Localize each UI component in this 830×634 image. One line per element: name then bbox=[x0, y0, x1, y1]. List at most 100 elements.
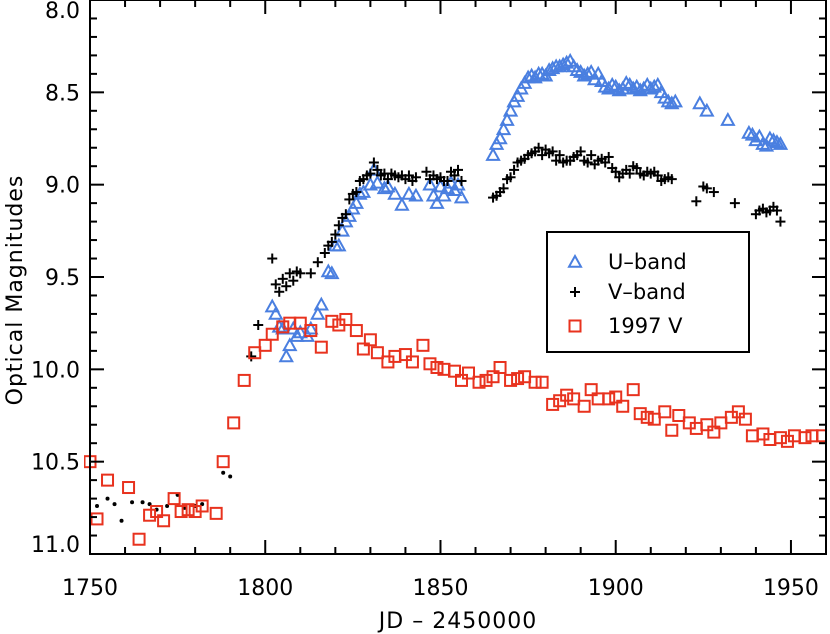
data-point-dot bbox=[95, 503, 100, 508]
data-point-plus bbox=[603, 151, 614, 162]
data-point-plus bbox=[456, 175, 467, 186]
data-point-plus bbox=[382, 174, 393, 185]
data-point-square bbox=[265, 327, 279, 341]
data-point-square bbox=[248, 346, 262, 360]
data-point-plus bbox=[582, 157, 593, 168]
data-point-triangle bbox=[579, 65, 596, 80]
y-tick-label: 9.5 bbox=[45, 266, 80, 291]
data-point-triangle bbox=[292, 324, 308, 339]
data-point-triangle bbox=[348, 195, 365, 209]
data-point-square bbox=[658, 405, 672, 419]
data-point-square bbox=[227, 416, 241, 430]
data-point-square bbox=[616, 399, 630, 413]
legend-marker-u-band bbox=[567, 253, 583, 268]
data-point-plus bbox=[554, 150, 565, 161]
data-point-plus bbox=[775, 216, 786, 227]
data-point-square bbox=[486, 370, 500, 384]
x-tick-label: 1750 bbox=[62, 576, 118, 601]
y-tick-label: 11.0 bbox=[31, 533, 80, 558]
data-point-plus bbox=[691, 196, 702, 207]
data-point-plus bbox=[253, 320, 264, 331]
data-point-square bbox=[577, 399, 591, 413]
data-point-triangle bbox=[320, 263, 337, 278]
data-point-triangle bbox=[268, 305, 284, 320]
data-point-square bbox=[626, 383, 640, 397]
data-point-triangle bbox=[425, 187, 442, 202]
data-point-triangle bbox=[313, 296, 330, 311]
data-point-plus bbox=[270, 279, 281, 290]
data-point-plus bbox=[537, 150, 548, 161]
x-tick-label: 1950 bbox=[763, 576, 819, 601]
data-point-dot bbox=[112, 502, 117, 507]
data-point-plus bbox=[274, 286, 285, 297]
data-point-plus bbox=[729, 198, 740, 209]
data-point-triangle bbox=[769, 134, 785, 148]
data-point-square bbox=[815, 429, 826, 443]
data-point-square bbox=[370, 346, 384, 360]
data-point-square bbox=[167, 492, 181, 506]
data-point-square bbox=[640, 410, 654, 424]
data-point-triangle bbox=[692, 95, 708, 110]
data-point-plus bbox=[600, 157, 611, 168]
data-point-square bbox=[416, 338, 430, 352]
data-point-dot bbox=[228, 474, 233, 479]
data-point-plus bbox=[586, 150, 597, 161]
plot-area bbox=[84, 52, 826, 546]
data-point-triangle bbox=[408, 187, 424, 202]
data-point-square bbox=[462, 366, 476, 380]
data-point-plus bbox=[319, 247, 330, 258]
data-point-square bbox=[647, 412, 661, 426]
data-point-triangle bbox=[604, 76, 620, 91]
data-point-triangle bbox=[611, 82, 627, 97]
data-point-square bbox=[174, 505, 188, 519]
y-tick-label: 9.0 bbox=[45, 174, 80, 199]
data-point-triangle bbox=[509, 87, 526, 102]
data-point-triangle bbox=[618, 75, 634, 89]
legend-label-u-band: U–band bbox=[608, 250, 687, 274]
x-tick-label: 1850 bbox=[412, 576, 468, 601]
data-point-triangle bbox=[625, 80, 641, 95]
data-point-plus bbox=[652, 170, 663, 181]
data-point-plus bbox=[305, 268, 316, 279]
data-point-square bbox=[472, 375, 486, 389]
data-point-plus bbox=[333, 220, 344, 231]
series-1997-v bbox=[84, 312, 826, 546]
data-point-triangle bbox=[499, 111, 515, 126]
data-point-plus bbox=[403, 170, 414, 181]
data-point-square bbox=[90, 512, 104, 526]
data-point-plus bbox=[267, 253, 278, 264]
axis-tick-labels: 1750 1800 1850 1900 1950 8.0 8.5 9.0 9.5 10.0 10.5… bbox=[31, 0, 819, 601]
data-point-triangle bbox=[387, 185, 403, 200]
legend-marker-v-band bbox=[570, 287, 580, 297]
data-point-triangle bbox=[278, 348, 294, 363]
data-point-square bbox=[276, 320, 290, 334]
data-point-square bbox=[455, 373, 469, 387]
data-point-square bbox=[447, 364, 461, 378]
data-point-plus bbox=[453, 164, 463, 175]
data-point-triangle bbox=[376, 180, 393, 195]
data-point-square bbox=[584, 383, 598, 397]
x-tick-label: 1800 bbox=[237, 576, 293, 601]
data-point-dot bbox=[221, 470, 226, 475]
data-point-plus bbox=[365, 168, 376, 179]
data-point-square bbox=[430, 360, 444, 374]
data-point-triangle bbox=[646, 78, 662, 93]
data-point-triangle bbox=[485, 147, 501, 161]
data-point-square bbox=[602, 392, 616, 406]
legend: U–band V–band 1997 V bbox=[546, 231, 750, 353]
data-point-plus bbox=[498, 183, 509, 194]
data-point-square bbox=[479, 373, 493, 387]
data-point-plus bbox=[277, 273, 288, 284]
data-point-plus bbox=[288, 275, 299, 286]
data-point-triangle bbox=[369, 174, 386, 189]
data-point-triangle bbox=[331, 237, 347, 252]
series-u-band bbox=[264, 52, 789, 363]
y-tick-label: 10.5 bbox=[31, 451, 80, 476]
data-point-triangle bbox=[590, 65, 606, 80]
data-point-triangle bbox=[289, 328, 305, 342]
data-point-square bbox=[157, 514, 171, 528]
data-point-plus bbox=[351, 187, 362, 198]
data-point-dot bbox=[130, 500, 135, 505]
data-point-square bbox=[665, 423, 679, 437]
data-point-triangle bbox=[264, 298, 280, 313]
